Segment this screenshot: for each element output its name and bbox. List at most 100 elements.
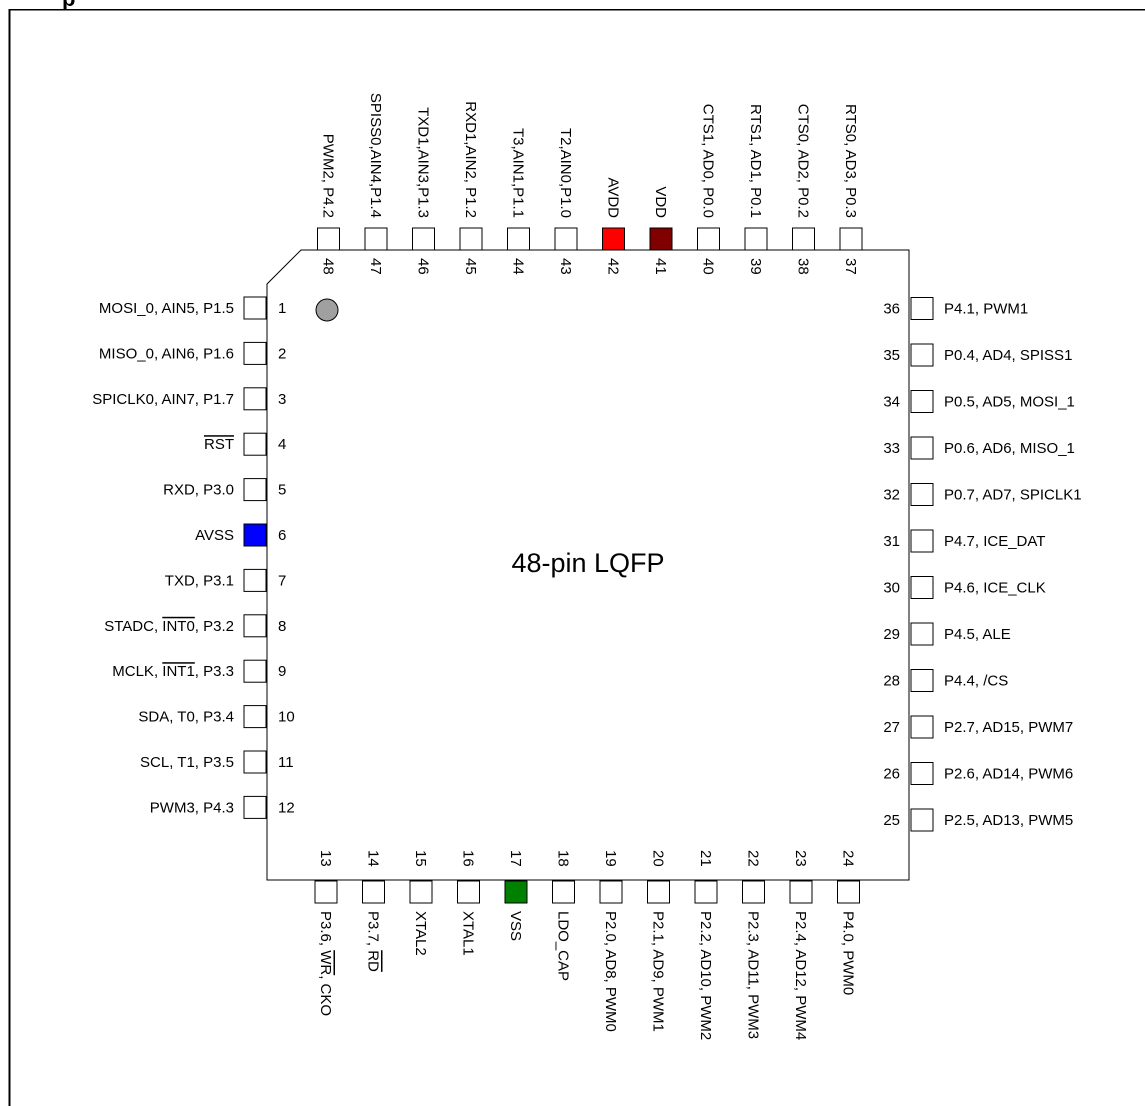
pin-pad-22 bbox=[742, 880, 765, 904]
pin-number-1: 1 bbox=[278, 300, 286, 317]
pin-label-43: T2,AIN0,P1.0 bbox=[557, 128, 574, 218]
pin-number-44: 44 bbox=[510, 258, 527, 275]
pin-label-29: P4.5, ALE bbox=[944, 626, 1011, 643]
pin-label-13: P3.6, WR, CKO bbox=[317, 911, 334, 1016]
pin-label-44: T3,AIN1,P1.1 bbox=[510, 128, 527, 218]
pin-label-17: VSS bbox=[507, 911, 524, 941]
pin-label-12: PWM3, P4.3 bbox=[150, 799, 234, 816]
pin-number-25: 25 bbox=[883, 812, 900, 829]
pin-label-15: XTAL2 bbox=[412, 911, 429, 956]
pin-number-30: 30 bbox=[883, 580, 900, 597]
header-bar bbox=[0, 0, 1145, 9]
pin-pad-14 bbox=[362, 880, 385, 904]
pin-label-32: P0.7, AD7, SPICLK1 bbox=[944, 487, 1082, 504]
pin-label-47: SPISS0,AIN4,P1.4 bbox=[367, 93, 384, 218]
pin-label-41: VDD bbox=[652, 186, 669, 218]
pin-label-4: RST bbox=[204, 436, 234, 453]
pin-label-11: SCL, T1, P3.5 bbox=[140, 754, 234, 771]
pin-label-3: SPICLK0, AIN7, P1.7 bbox=[92, 391, 234, 408]
frame-border bbox=[8, 8, 1145, 1106]
pin-pad-42 bbox=[602, 227, 625, 251]
pin-number-24: 24 bbox=[840, 850, 857, 867]
pin-number-18: 18 bbox=[555, 850, 572, 867]
pin-number-11: 11 bbox=[278, 754, 294, 771]
pin-label-40: CTS1, AD0, P0.0 bbox=[700, 104, 717, 218]
pin-number-6: 6 bbox=[278, 527, 286, 544]
pin-pad-34 bbox=[910, 390, 934, 413]
pin-label-10: SDA, T0, P3.4 bbox=[138, 709, 234, 726]
pin-pad-16 bbox=[457, 880, 480, 904]
pin-label-5: RXD, P3.0 bbox=[163, 482, 234, 499]
pin-pad-26 bbox=[910, 762, 934, 785]
pin-pad-38 bbox=[792, 227, 815, 251]
pins-layer: 1 MOSI_0, AIN5, P1.5 2 MISO_0, AIN6, P1.6 3 S… bbox=[92, 93, 1081, 1040]
pin-number-29: 29 bbox=[883, 626, 900, 643]
pin-label-28: P4.4, /CS bbox=[944, 673, 1008, 690]
pin-pad-33 bbox=[910, 436, 934, 460]
pin-number-19: 19 bbox=[602, 850, 619, 867]
pin-label-8: STADC, INT0, P3.2 bbox=[104, 618, 234, 635]
pin-pad-3 bbox=[243, 387, 267, 411]
pin-number-33: 33 bbox=[883, 440, 900, 457]
pin-label-7: TXD, P3.1 bbox=[165, 572, 234, 589]
pin-number-42: 42 bbox=[605, 258, 622, 275]
pin-label-19: P2.0, AD8, PWM0 bbox=[602, 911, 619, 1032]
pin-pad-28 bbox=[910, 669, 934, 692]
pin-number-4: 4 bbox=[278, 436, 286, 453]
pin-pad-47 bbox=[364, 227, 388, 251]
pin-number-17: 17 bbox=[507, 850, 524, 867]
pin-pad-46 bbox=[412, 227, 435, 251]
pin-pad-15 bbox=[409, 880, 433, 904]
pin-number-10: 10 bbox=[278, 709, 295, 726]
pin-number-38: 38 bbox=[795, 258, 812, 275]
pin-pad-41 bbox=[649, 227, 673, 251]
pin1-marker-dot bbox=[315, 298, 339, 322]
pin-label-25: P2.5, AD13, PWM5 bbox=[944, 812, 1073, 829]
pin-pad-12 bbox=[243, 795, 267, 819]
pin-number-20: 20 bbox=[650, 850, 667, 867]
pin-label-23: P2.4, AD12, PWM4 bbox=[792, 911, 809, 1040]
pin-number-16: 16 bbox=[460, 850, 477, 867]
pin-number-13: 13 bbox=[317, 850, 334, 867]
pin-pad-2 bbox=[243, 341, 267, 365]
pin-label-39: RTS1, AD1, P0.1 bbox=[747, 104, 764, 218]
pin-pad-24 bbox=[837, 880, 860, 904]
pin-label-2: MISO_0, AIN6, P1.6 bbox=[99, 345, 234, 362]
pin-pad-13 bbox=[314, 880, 338, 904]
pin-label-36: P4.1, PWM1 bbox=[944, 301, 1028, 318]
pin-label-48: PWM2, P4.2 bbox=[320, 134, 337, 218]
pin-pad-8 bbox=[243, 614, 267, 638]
pin-label-35: P0.4, AD4, SPISS1 bbox=[944, 347, 1072, 364]
pin-number-41: 41 bbox=[652, 258, 669, 275]
pin-label-24: P4.0, PWM0 bbox=[840, 911, 857, 995]
pin-label-14: P3.7, RD bbox=[365, 911, 382, 972]
pin-number-28: 28 bbox=[883, 673, 900, 690]
pin-number-31: 31 bbox=[883, 533, 900, 550]
pin-label-37: RTS0, AD3, P0.3 bbox=[842, 104, 859, 218]
pin-label-38: CTS0, AD2, P0.2 bbox=[795, 104, 812, 218]
pin-number-7: 7 bbox=[278, 572, 286, 589]
pin-label-20: P2.1, AD9, PWM1 bbox=[650, 911, 667, 1032]
pin-number-48: 48 bbox=[320, 258, 337, 275]
pin-pad-31 bbox=[910, 529, 934, 553]
pin-pad-39 bbox=[744, 227, 768, 251]
pin-pad-5 bbox=[243, 478, 267, 502]
pin-pad-1 bbox=[243, 296, 267, 320]
pin-number-46: 46 bbox=[415, 258, 432, 275]
pin-pad-44 bbox=[507, 227, 530, 251]
pin-pad-40 bbox=[697, 227, 720, 251]
pin-label-18: LDO_CAP bbox=[555, 911, 572, 981]
pin-pad-9 bbox=[243, 659, 267, 683]
pin-label-21: P2.2, AD10, PWM2 bbox=[697, 911, 714, 1040]
pin-pad-29 bbox=[910, 622, 934, 646]
pin-number-34: 34 bbox=[883, 394, 900, 411]
pin-pad-36 bbox=[910, 297, 934, 320]
pin-label-33: P0.6, AD6, MISO_1 bbox=[944, 440, 1075, 457]
pin-pad-17 bbox=[504, 880, 528, 904]
pin-number-21: 21 bbox=[697, 850, 714, 867]
pin-number-43: 43 bbox=[557, 258, 574, 275]
package-title: 48-pin LQFP bbox=[511, 548, 664, 578]
pin-number-8: 8 bbox=[278, 618, 286, 635]
pin-pad-35 bbox=[910, 343, 934, 367]
